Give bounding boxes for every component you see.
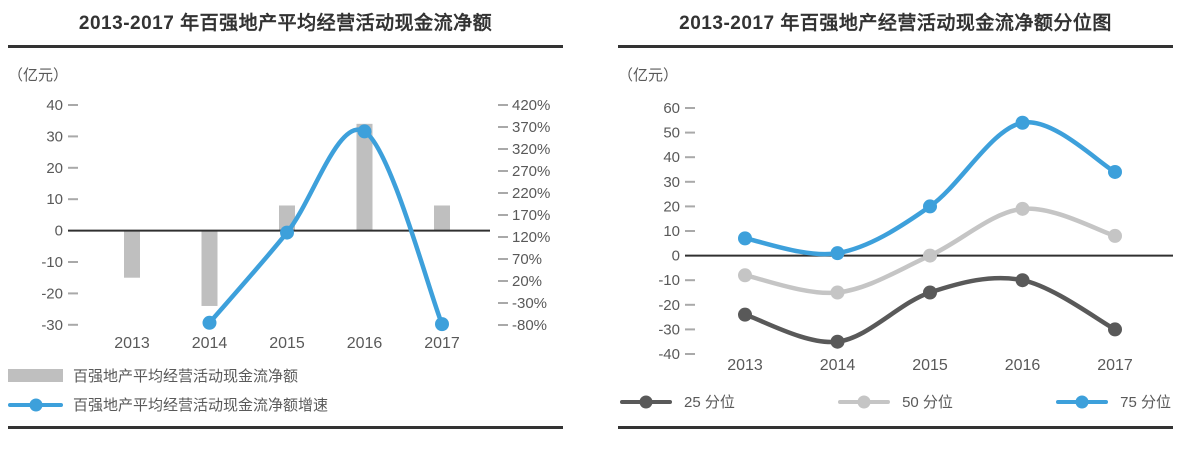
legend-label: 百强地产平均经营活动现金流净额增速 bbox=[73, 397, 329, 414]
svg-text:120%: 120% bbox=[512, 229, 550, 246]
svg-text:50: 50 bbox=[663, 125, 680, 142]
svg-text:220%: 220% bbox=[512, 185, 550, 202]
line-swatch bbox=[8, 398, 63, 411]
svg-text:-10: -10 bbox=[41, 254, 63, 271]
svg-text:420%: 420% bbox=[512, 97, 550, 114]
legend-item-bar: 百强地产平均经营活动现金流净额 bbox=[8, 362, 563, 389]
bar-swatch bbox=[8, 369, 63, 382]
panel-percentile: 2013-2017 年百强地产经营活动现金流净额分位图 （亿元） 60 50 40 3… bbox=[618, 8, 1173, 429]
svg-text:320%: 320% bbox=[512, 141, 550, 158]
axis-unit-label: （亿元） bbox=[8, 67, 69, 84]
svg-text:70%: 70% bbox=[512, 251, 542, 268]
y-axis-left: 40 30 20 10 0 -10 -20 -30 bbox=[41, 97, 78, 334]
legend-label: 25 分位 bbox=[684, 394, 735, 411]
svg-text:-20: -20 bbox=[658, 297, 680, 314]
legend-label: 75 分位 bbox=[1120, 394, 1171, 411]
line-swatch-dot bbox=[1075, 395, 1089, 408]
svg-text:2016: 2016 bbox=[347, 335, 383, 352]
svg-text:2017: 2017 bbox=[424, 335, 460, 352]
svg-text:40: 40 bbox=[46, 97, 63, 114]
line-series-0 bbox=[738, 273, 1122, 349]
svg-text:-80%: -80% bbox=[512, 317, 547, 334]
svg-text:-40: -40 bbox=[658, 346, 680, 363]
svg-text:2017: 2017 bbox=[1097, 357, 1133, 374]
legend-label: 50 分位 bbox=[902, 394, 953, 411]
svg-text:-30: -30 bbox=[658, 321, 680, 338]
legend-item-line: 百强地产平均经营活动现金流净额增速 bbox=[8, 391, 563, 418]
legend-item-p25: 25 分位 bbox=[620, 391, 735, 412]
line-swatch-dot bbox=[29, 398, 42, 411]
axis-unit-label: （亿元） bbox=[618, 67, 679, 84]
line-swatch bbox=[620, 395, 672, 408]
x-axis-labels: 2013 2014 2015 2016 2017 bbox=[727, 357, 1133, 374]
svg-text:20: 20 bbox=[46, 160, 63, 177]
line-swatch-dot bbox=[639, 395, 653, 408]
bar-series bbox=[124, 123, 450, 306]
svg-text:2013: 2013 bbox=[727, 357, 763, 374]
svg-text:370%: 370% bbox=[512, 119, 550, 136]
svg-text:170%: 170% bbox=[512, 207, 550, 224]
line-swatch bbox=[1056, 395, 1109, 408]
svg-text:30: 30 bbox=[663, 174, 680, 191]
svg-text:10: 10 bbox=[46, 191, 63, 208]
svg-text:-10: -10 bbox=[658, 272, 680, 289]
svg-text:0: 0 bbox=[55, 223, 63, 240]
line-series-2 bbox=[738, 115, 1122, 261]
line-swatch bbox=[838, 395, 891, 408]
y-axis-left: 60 50 40 30 20 10 0 -10 -20 -30 -40 bbox=[658, 100, 695, 363]
svg-text:30: 30 bbox=[46, 128, 63, 145]
line-series-1 bbox=[738, 201, 1122, 300]
svg-text:40: 40 bbox=[663, 149, 680, 166]
line-swatch-dot bbox=[857, 395, 871, 408]
svg-text:2015: 2015 bbox=[269, 335, 305, 352]
legend: 百强地产平均经营活动现金流净额 百强地产平均经营活动现金流净额增速 bbox=[8, 362, 563, 418]
svg-text:-30: -30 bbox=[41, 317, 63, 334]
panel-avg-cashflow: 2013-2017 年百强地产平均经营活动现金流净额 （亿元） 40 30 20 10… bbox=[8, 8, 563, 429]
svg-text:20: 20 bbox=[663, 198, 680, 215]
legend: 25 分位 50 分位 75 分位 bbox=[618, 391, 1173, 412]
svg-text:2013: 2013 bbox=[114, 335, 150, 352]
svg-text:270%: 270% bbox=[512, 163, 550, 180]
legend-item-p75: 75 分位 bbox=[1056, 391, 1171, 412]
svg-text:60: 60 bbox=[663, 100, 680, 117]
legend-item-p50: 50 分位 bbox=[838, 391, 953, 412]
chart-title: 2013-2017 年百强地产平均经营活动现金流净额 bbox=[8, 8, 563, 48]
avg-cashflow-chart-canvas: 40 30 20 10 0 -10 -20 -30 420% 370% 320% 270% 220% 17… bbox=[41, 97, 550, 352]
x-axis-labels: 2013 2014 2015 2016 2017 bbox=[114, 335, 460, 352]
legend-label: 百强地产平均经营活动现金流净额 bbox=[73, 368, 299, 385]
svg-text:2016: 2016 bbox=[1005, 357, 1041, 374]
line-series-0 bbox=[202, 124, 449, 332]
svg-text:2014: 2014 bbox=[192, 335, 228, 352]
svg-text:-20: -20 bbox=[41, 285, 63, 302]
figure-container: 2013-2017 年百强地产平均经营活动现金流净额 （亿元） 40 30 20 10… bbox=[8, 8, 1173, 429]
y-axis-right: 420% 370% 320% 270% 220% 170% 120% 70% 20% -30% -8… bbox=[498, 97, 550, 334]
svg-text:2014: 2014 bbox=[820, 357, 856, 374]
svg-text:10: 10 bbox=[663, 223, 680, 240]
chart-title: 2013-2017 年百强地产经营活动现金流净额分位图 bbox=[618, 8, 1173, 48]
svg-text:0: 0 bbox=[672, 248, 680, 265]
svg-text:-30%: -30% bbox=[512, 295, 547, 312]
svg-text:20%: 20% bbox=[512, 273, 542, 290]
svg-text:2015: 2015 bbox=[912, 357, 948, 374]
